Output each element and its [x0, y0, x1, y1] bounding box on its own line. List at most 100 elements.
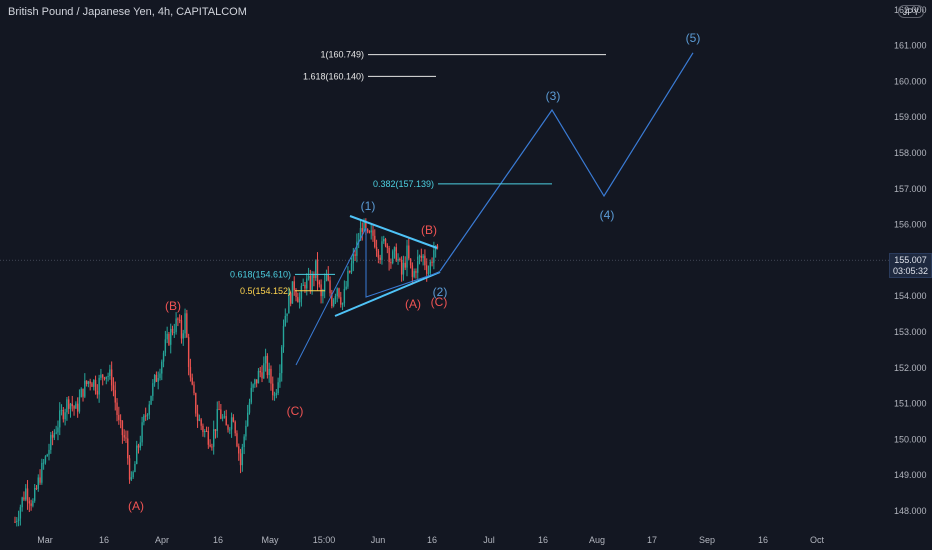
candle-body [25, 488, 27, 500]
candle-body [128, 458, 131, 480]
candle-body [307, 275, 310, 279]
candle-body [300, 285, 303, 299]
candle-body [393, 247, 396, 252]
candle-body [359, 228, 362, 241]
candle-body [62, 409, 65, 420]
wave-label: (3) [546, 89, 561, 103]
candle-body [343, 288, 346, 304]
candle-body [322, 291, 324, 297]
y-tick-label: 162.000 [894, 5, 927, 15]
candle-body [350, 263, 353, 273]
candle-body [69, 403, 72, 409]
projection-path [439, 52, 694, 272]
candle-body [118, 414, 120, 420]
candle-body [42, 462, 45, 464]
y-tick-label: 157.000 [894, 184, 927, 194]
fib-level-label: 1(160.749) [320, 50, 364, 60]
wave-label: (4) [600, 208, 615, 222]
candle-body [254, 379, 256, 385]
candle-body [200, 419, 202, 426]
triangle-lower-line [334, 271, 441, 317]
candle-body [109, 369, 111, 377]
candle-body [191, 377, 193, 385]
wave-label: (A) [405, 297, 421, 311]
candle-body [250, 387, 252, 403]
candle-body [177, 318, 179, 320]
chart-title: British Pound / Japanese Yen, 4h, CAPITA… [8, 6, 247, 18]
candle-body [205, 430, 208, 432]
candle-body [232, 417, 235, 422]
y-tick-label: 160.000 [894, 76, 927, 86]
x-tick-label: 16 [213, 535, 223, 545]
candle-body [168, 333, 170, 345]
wave-label: (1) [361, 199, 376, 213]
time-axis: Mar 16 Apr 16 May 15:00 Jun 16 Jul 16 Aug 17 Sep 16 Oc… [37, 535, 824, 545]
candle-body [148, 404, 150, 415]
candle-body [171, 328, 174, 333]
candle-body [366, 229, 369, 232]
candle-body [198, 419, 201, 421]
candle-body [143, 415, 145, 423]
candle-body [173, 332, 176, 334]
candle-body [102, 374, 104, 378]
candle-body [33, 487, 36, 501]
candle-body [225, 416, 227, 426]
candle-body [161, 361, 163, 374]
candle-body [178, 319, 181, 321]
candle-body [221, 417, 224, 419]
candle-body [395, 247, 397, 261]
candle-body [234, 421, 236, 434]
candle-body [23, 497, 25, 500]
candle-body [325, 274, 328, 281]
candle-body [356, 241, 358, 256]
y-tick-label: 149.000 [894, 470, 927, 480]
wave-label: (A) [128, 499, 144, 513]
candle-body [257, 370, 260, 384]
candle-body [288, 293, 290, 314]
candle-body [243, 436, 245, 448]
candle-body [275, 393, 278, 395]
candle-body [384, 238, 387, 246]
candle-body [162, 352, 165, 362]
candle-body [182, 333, 184, 339]
candle-body [327, 274, 329, 281]
candle-body [60, 409, 63, 411]
candle-body [212, 429, 215, 447]
x-tick-label: 16 [758, 535, 768, 545]
candle-body [268, 368, 270, 376]
candle-body [427, 272, 430, 274]
candle-body [130, 477, 133, 480]
candle-body [87, 381, 90, 385]
candle-body [388, 247, 390, 263]
last-price-tag: 155.007 03:05:32 [889, 253, 932, 278]
x-tick-label: Sep [699, 535, 715, 545]
candle-body [252, 384, 254, 388]
candle-body [349, 270, 351, 273]
wave-label: (C) [431, 295, 448, 309]
candle-body [218, 409, 220, 411]
candle-body [144, 415, 147, 417]
currency-button[interactable]: JPY [898, 5, 924, 18]
candle-body [229, 429, 231, 431]
candle-body [137, 445, 140, 448]
candle-body [279, 373, 281, 383]
candle-body [146, 414, 149, 416]
candle-body [186, 313, 188, 338]
candle-body [184, 313, 186, 334]
candle-body [417, 256, 419, 273]
candle-body [220, 409, 222, 419]
candle-body [341, 303, 344, 305]
wave-label: (2) [433, 285, 448, 299]
candle-body [46, 454, 48, 457]
candle-body [281, 347, 283, 374]
candle-body [121, 420, 124, 436]
candle-body [361, 228, 363, 232]
y-tick-label: 151.000 [894, 399, 927, 409]
candle-body [164, 339, 167, 353]
candle-body [50, 434, 52, 450]
y-tick-label: 152.000 [894, 363, 927, 373]
x-tick-label: Jul [483, 535, 495, 545]
wave-label: (C) [287, 404, 304, 418]
y-tick-label: 158.000 [894, 148, 927, 158]
